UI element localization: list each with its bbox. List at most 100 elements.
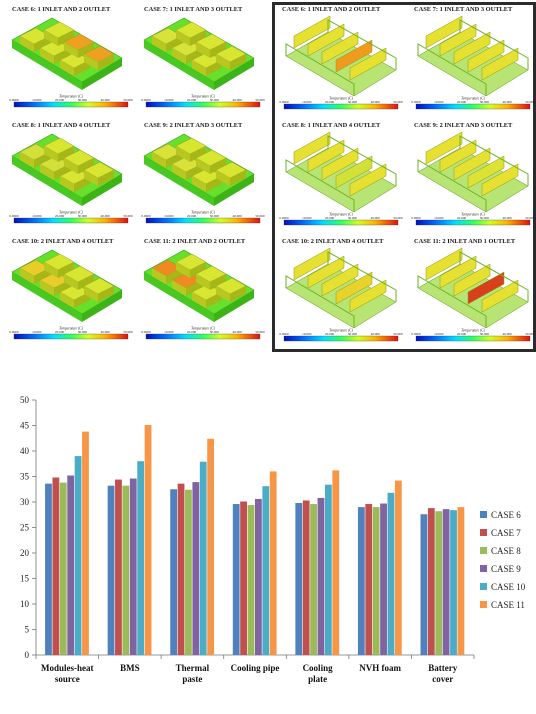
module-front (54, 280, 70, 296)
slab-side (144, 272, 214, 322)
thermal-panel-right-2: CASE 7: 1 INLET AND 3 OUTLET 0.0000 10.000… (411, 6, 535, 110)
frame-rib (349, 163, 387, 197)
colorbar-tick: 20.000 (325, 332, 335, 336)
colorbar-tick: 50.000 (123, 98, 133, 102)
colorbar-label: Temperature (C) (59, 95, 84, 99)
module-front (54, 48, 70, 64)
legend-swatch (480, 511, 487, 518)
module-side (216, 170, 230, 186)
y-tick-label: 50 (20, 395, 30, 405)
module-side (172, 48, 186, 64)
colorbar-tick: 50.000 (255, 214, 265, 218)
colorbar-tick: 30.000 (480, 332, 490, 336)
colorbar-label: Temperature (C) (329, 213, 354, 217)
colorbar-label: Temperature (C) (191, 211, 216, 215)
module-front (210, 158, 226, 174)
colorbar-tick: 0.0000 (411, 216, 421, 220)
colorbar-label: Temperature (C) (329, 97, 354, 101)
module-side (64, 158, 78, 174)
colorbar-tick: 0.0000 (9, 330, 19, 334)
colorbar-tick: 10.000 (32, 330, 42, 334)
module-side (172, 164, 186, 180)
module-front (34, 268, 50, 284)
colorbar-tick: 50.000 (393, 332, 403, 336)
colorbar (415, 335, 531, 342)
x-tick-label: Cooling plate (303, 663, 334, 684)
thermal-panel-left-6: CASE 11: 2 INLET AND 2 OUTLET 0.0000 10.00… (141, 238, 265, 340)
bar-case-9 (129, 478, 137, 655)
bar-case-9 (380, 503, 387, 655)
bar-case-10 (137, 461, 145, 655)
colorbar-tick: 10.000 (302, 216, 312, 220)
bar-case-7 (177, 483, 185, 655)
colorbar-tick: 30.000 (348, 332, 358, 336)
colorbar (13, 217, 129, 224)
chart-axes: 0 5 10 15 20 25 30 35 40 45 50 Modules-heat source BM… (20, 395, 475, 684)
colorbar-tick: 50.000 (525, 332, 535, 336)
colorbar-tick: 10.000 (164, 214, 174, 218)
colorbar-tick: 0.0000 (141, 330, 151, 334)
x-tick-label: Thermal paste (176, 663, 210, 684)
colorbar-label: Temperature (C) (59, 211, 84, 215)
slab-side (12, 272, 82, 322)
colorbar-tick: 20.000 (325, 100, 335, 104)
frame-rib (453, 263, 491, 297)
x-tick-label: Battery cover (428, 663, 457, 684)
x-tick-label: NVH foam (359, 663, 401, 673)
bar-case-7 (52, 477, 60, 655)
slab-side (144, 40, 214, 90)
module-front (34, 36, 50, 52)
module-side (192, 60, 206, 76)
module-front (190, 146, 206, 162)
colorbar-tick: 50.000 (525, 100, 535, 104)
colorbar (13, 101, 129, 108)
module-side (40, 164, 54, 180)
module-front (186, 164, 202, 180)
colorbar-tick: 50.000 (393, 100, 403, 104)
bar-case-8 (310, 504, 317, 655)
frame-rib (321, 31, 359, 65)
right-thermal-panel-group: CASE 6: 1 INLET AND 2 OUTLET 0.0000 10.000… (272, 2, 536, 352)
module-front (166, 268, 182, 284)
bar-case-9 (442, 509, 450, 655)
frame-rib (307, 23, 345, 57)
module-side (192, 292, 206, 308)
module-side (192, 176, 206, 192)
module-side (84, 286, 98, 302)
thermal-simulation-figure: CASE 6: 1 INLET AND 2 OUTLET 0.0000 10.000… (9, 2, 536, 352)
frame-rib (439, 23, 477, 57)
bar-case-11 (332, 470, 340, 655)
frame-rib (467, 39, 505, 73)
bar-case-6 (232, 504, 240, 655)
bar-case-7 (302, 500, 310, 655)
colorbar-tick: 50.000 (123, 330, 133, 334)
colorbar (145, 217, 261, 224)
colorbar-tick: 20.000 (457, 100, 467, 104)
panel-title: CASE 10: 2 INLET AND 4 OUTLET (282, 238, 384, 245)
bar-case-11 (207, 438, 215, 655)
colorbar-tick: 10.000 (302, 332, 312, 336)
module-front (230, 170, 246, 186)
colorbar-tick: 40.000 (371, 100, 381, 104)
slab-front (82, 290, 122, 322)
left-thermal-panel-group: CASE 6: 1 INLET AND 2 OUTLET 0.0000 10.000… (9, 6, 265, 340)
panel-title: CASE 11: 2 INLET AND 2 OUTLET (144, 238, 246, 245)
legend-label: CASE 9 (491, 564, 521, 574)
panel-title: CASE 11: 2 INLET AND 1 OUTLET (414, 238, 516, 245)
colorbar-tick: 20.000 (55, 214, 65, 218)
colorbar-tick: 0.0000 (411, 100, 421, 104)
colorbar-tick: 40.000 (233, 330, 243, 334)
colorbar-tick: 30.000 (348, 216, 358, 220)
legend-swatch (480, 601, 487, 608)
y-tick-label: 10 (20, 599, 30, 609)
colorbar-tick: 30.000 (210, 214, 220, 218)
module-front (230, 54, 246, 70)
module-side (20, 152, 34, 168)
module-front (166, 152, 182, 168)
colorbar-tick: 30.000 (78, 330, 88, 334)
module-side (152, 152, 166, 168)
module-side (40, 48, 54, 64)
legend-swatch (480, 529, 487, 536)
frame-rib (425, 15, 463, 49)
colorbar-tick: 20.000 (457, 332, 467, 336)
